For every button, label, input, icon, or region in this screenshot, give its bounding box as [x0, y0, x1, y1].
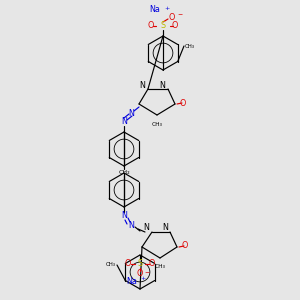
Text: N: N: [159, 80, 165, 89]
Text: CH₃: CH₃: [106, 262, 116, 268]
Text: O: O: [180, 98, 186, 107]
Text: O: O: [148, 22, 154, 31]
Text: CH₃: CH₃: [185, 44, 195, 49]
Text: S: S: [160, 22, 166, 31]
Text: O: O: [149, 260, 155, 268]
Text: S: S: [137, 260, 142, 268]
Text: O: O: [172, 22, 178, 31]
Text: N: N: [121, 118, 127, 127]
Text: CH₃: CH₃: [154, 265, 166, 269]
Text: −: −: [177, 11, 183, 16]
Text: N: N: [121, 212, 127, 220]
Text: −: −: [144, 269, 150, 275]
Text: O: O: [169, 13, 175, 22]
Text: N: N: [162, 224, 168, 232]
Text: N: N: [143, 224, 149, 232]
Text: N: N: [139, 80, 145, 89]
Text: O: O: [137, 269, 143, 278]
Text: O: O: [125, 260, 131, 268]
Text: CH₂: CH₂: [118, 169, 130, 175]
Text: +: +: [164, 5, 169, 10]
Text: Na: Na: [150, 5, 160, 14]
Text: O: O: [182, 242, 188, 250]
Text: N: N: [128, 220, 134, 230]
Text: N: N: [128, 109, 134, 118]
Text: +: +: [140, 277, 146, 281]
Text: Na: Na: [127, 278, 137, 286]
Text: CH₃: CH₃: [152, 122, 163, 127]
